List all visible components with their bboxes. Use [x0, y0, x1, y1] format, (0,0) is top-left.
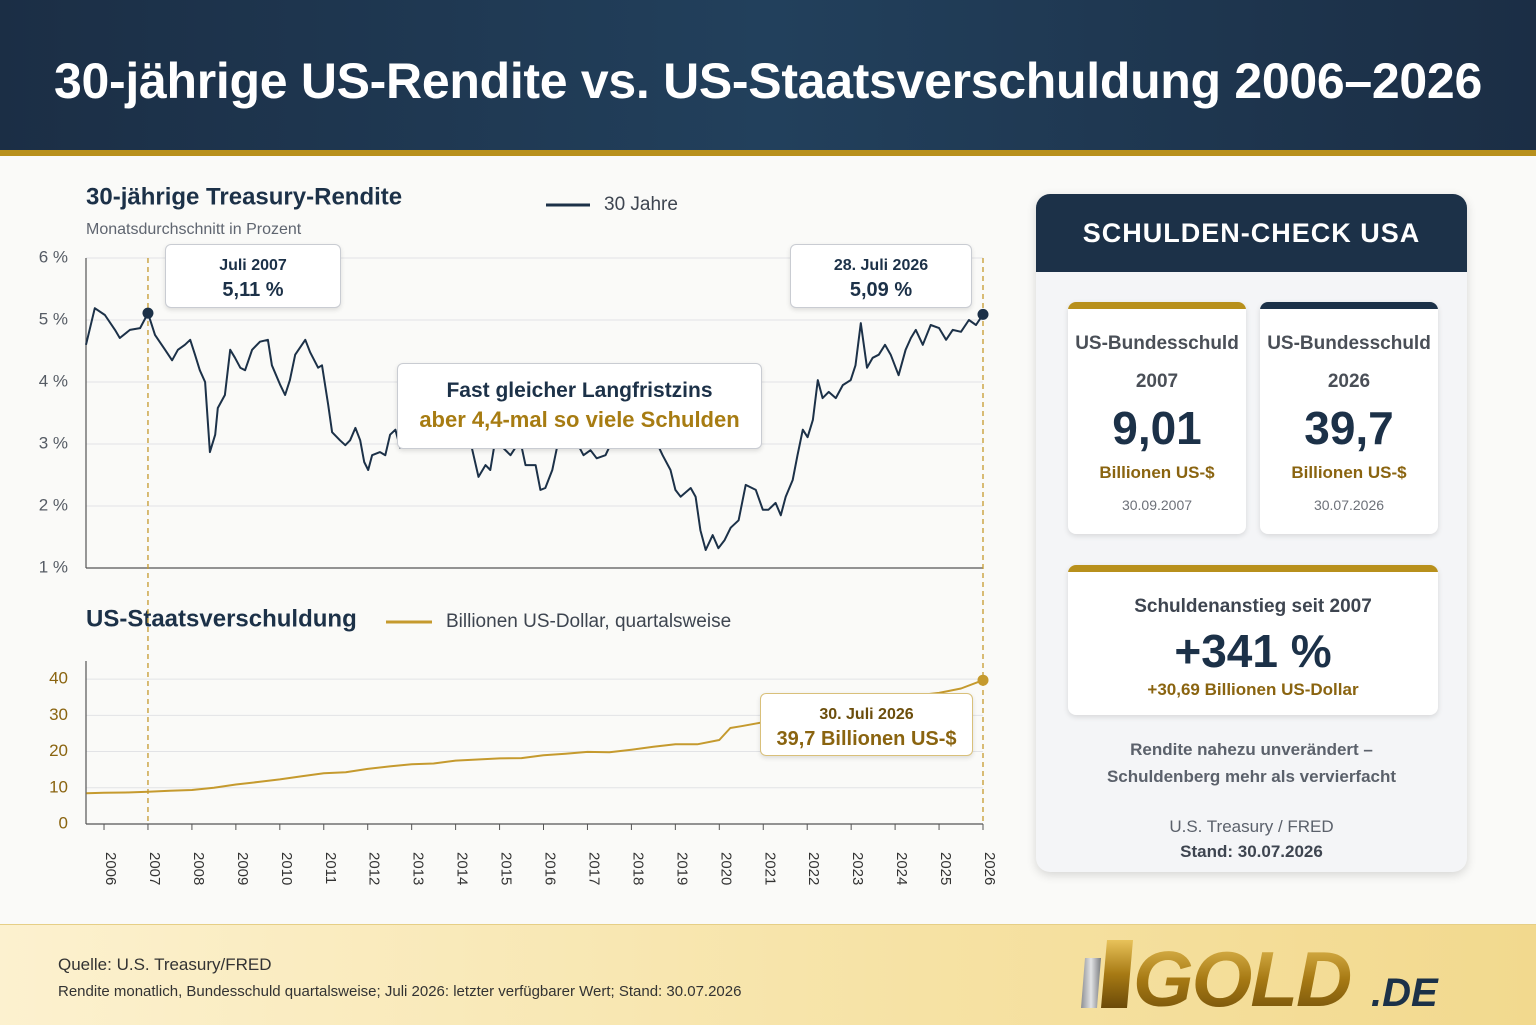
- x-tick-label: 2023: [849, 852, 866, 885]
- x-tick-label: 2012: [366, 852, 383, 885]
- chart-title: 30-jährige Treasury-Rendite: [86, 183, 402, 210]
- x-tick-label: 2024: [893, 852, 910, 885]
- card-bar: [1068, 302, 1246, 309]
- x-tick-label: 2007: [146, 852, 163, 885]
- footer-note: Rendite monatlich, Bundesschuld quartals…: [58, 983, 742, 1000]
- y-tick-label: 10: [49, 777, 68, 796]
- x-tick-label: 2017: [585, 852, 602, 885]
- annotation-line: 30. Juli 2026: [819, 706, 914, 723]
- y-tick-label: 0: [59, 813, 68, 832]
- chart-subtitle: Monatsdurchschnitt in Prozent: [86, 221, 302, 238]
- increase-detail: +30,69 Billionen US-Dollar: [1147, 680, 1359, 699]
- x-tick-label: 2011: [322, 852, 339, 884]
- panel-note: Rendite nahezu unverändert – Schuldenber…: [1036, 736, 1467, 790]
- y-tick-label: 20: [49, 741, 68, 760]
- x-tick-label: 2026: [981, 852, 998, 885]
- annotation-line: 28. Juli 2026: [833, 257, 929, 274]
- x-tick-label: 2016: [542, 852, 559, 885]
- charts: 30-jährige Treasury-Rendite Monatsdurchs…: [39, 183, 998, 885]
- logo-bar: [1081, 958, 1101, 1008]
- x-tick-label: 2006: [102, 852, 119, 885]
- footer: Quelle: U.S. Treasury/FRED Rendite monat…: [0, 924, 1536, 1025]
- x-tick-label: 2019: [673, 852, 690, 885]
- highlight-point: [977, 308, 989, 320]
- y-tick-label: 1 %: [39, 557, 68, 576]
- card-value: 9,01: [1112, 402, 1202, 454]
- legend-label: 30 Jahre: [604, 194, 678, 215]
- card-year: 2007: [1135, 371, 1179, 392]
- logo-main: GOLD: [1133, 935, 1351, 1022]
- source-text: U.S. Treasury / FRED: [1169, 817, 1334, 836]
- annotation: Juli 2007 5,11 %: [165, 244, 341, 308]
- annotation-line: 5,11 %: [222, 278, 284, 301]
- x-tick-label: 2008: [190, 852, 207, 885]
- annotation-line: Juli 2007: [219, 257, 287, 274]
- y-tick-label: 6 %: [39, 247, 68, 266]
- card-label: US-Bundesschuld: [1267, 333, 1431, 354]
- annotation-line: 5,09 %: [849, 278, 913, 301]
- chart-title: US-Staatsverschuldung: [86, 605, 357, 632]
- card-bar: [1260, 302, 1438, 309]
- x-tick-label: 2010: [278, 852, 295, 885]
- card-unit: Billionen US-$: [1291, 463, 1407, 482]
- card-label: US-Bundesschuld: [1075, 333, 1239, 354]
- x-tick-label: 2013: [410, 852, 427, 885]
- highlight-point: [977, 674, 989, 686]
- legend-label: Billionen US-Dollar, quartalsweise: [446, 611, 731, 632]
- x-tick-label: 2020: [717, 852, 734, 885]
- logo-suffix: .DE: [1371, 971, 1439, 1015]
- x-tick-label: 2022: [805, 852, 822, 885]
- y-tick-label: 40: [49, 669, 68, 688]
- card-year: 2026: [1327, 371, 1371, 392]
- annotation-line: aber 4,4-mal so viele Schulden: [419, 407, 740, 433]
- footer-source: Quelle: U.S. Treasury/FRED: [58, 955, 272, 974]
- logo: GOLD .DE: [1081, 935, 1439, 1022]
- x-tick-label: 2009: [234, 852, 251, 885]
- header: 30-jährige US-Rendite vs. US-Staatsversc…: [0, 0, 1536, 156]
- increase-value: +341 %: [1174, 625, 1332, 677]
- panel-title: SCHULDEN-CHECK USA: [1036, 194, 1467, 272]
- x-tick-label: 2018: [629, 852, 646, 885]
- logo-bar: [1101, 940, 1133, 1008]
- stand-text: Stand: 30.07.2026: [1180, 842, 1323, 861]
- annotation-line: Fast gleicher Langfristzins: [446, 379, 713, 402]
- x-tick-label: 2025: [937, 852, 954, 885]
- y-tick-label: 5 %: [39, 309, 68, 328]
- summary-panel: SCHULDEN-CHECK USA US-Bundesschuld 2007 …: [1036, 194, 1467, 872]
- card-unit: Billionen US-$: [1099, 463, 1215, 482]
- y-tick-label: 4 %: [39, 371, 68, 390]
- highlight-point: [142, 307, 154, 319]
- card: Schuldenanstieg seit 2007 +341 % +30,69 …: [1068, 565, 1438, 715]
- card-date: 30.09.2007: [1121, 497, 1193, 513]
- card-value: 39,7: [1304, 402, 1394, 454]
- note-line: Schuldenberg mehr als vervierfacht: [1106, 767, 1397, 786]
- card: US-Bundesschuld 2026 39,7 Billionen US-$…: [1260, 302, 1438, 534]
- series-line: [85, 307, 984, 551]
- y-tick-label: 2 %: [39, 495, 68, 514]
- panel-source: U.S. Treasury / FRED Stand: 30.07.2026: [1036, 814, 1467, 864]
- x-tick-label: 2014: [454, 852, 471, 885]
- card-bar: [1068, 565, 1438, 572]
- y-tick-label: 30: [49, 705, 68, 724]
- page-title: 30-jährige US-Rendite vs. US-Staatsversc…: [54, 53, 1482, 109]
- card: US-Bundesschuld 2007 9,01 Billionen US-$…: [1068, 302, 1246, 534]
- increase-label: Schuldenanstieg seit 2007: [1134, 596, 1372, 617]
- x-tick-label: 2015: [498, 852, 515, 885]
- y-tick-label: 3 %: [39, 433, 68, 452]
- note-line: Rendite nahezu unverändert –: [1130, 740, 1373, 759]
- annotation-line: 39,7 Billionen US-$: [776, 727, 957, 750]
- annotation: Fast gleicher Langfristzins aber 4,4-mal…: [397, 363, 762, 449]
- x-tick-label: 2021: [761, 852, 778, 885]
- card-date: 30.07.2026: [1313, 497, 1385, 513]
- annotation: 30. Juli 2026 39,7 Billionen US-$: [760, 693, 973, 756]
- annotation: 28. Juli 2026 5,09 %: [790, 244, 972, 308]
